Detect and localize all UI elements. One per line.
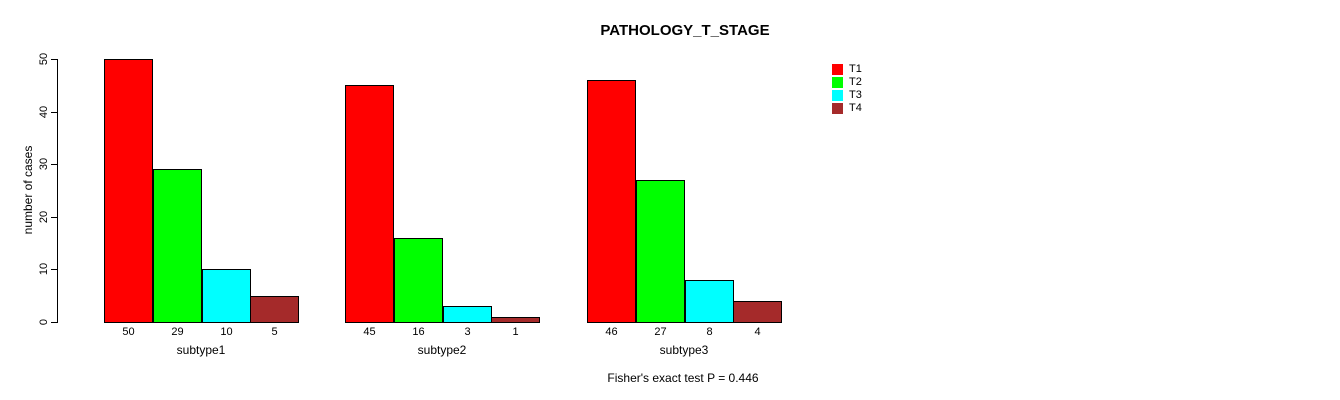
y-axis-line — [57, 59, 58, 323]
bar-value-subtype1-T2: 29 — [171, 326, 184, 338]
bar-value-subtype3-T2: 27 — [654, 326, 667, 338]
bar-value-subtype1-T1: 50 — [122, 326, 135, 338]
legend-row-T3: T3 — [832, 90, 862, 101]
bar-subtype2-T1 — [345, 85, 394, 323]
group-label-subtype3: subtype3 — [659, 343, 709, 357]
y-tick-label-30: 30 — [38, 157, 50, 171]
y-tick-0 — [51, 322, 57, 323]
legend-label-T4: T4 — [849, 102, 862, 114]
y-tick-50 — [51, 59, 57, 60]
bar-subtype3-T4 — [733, 301, 782, 323]
chart-title: PATHOLOGY_T_STAGE — [600, 22, 770, 39]
legend-swatch-T2 — [832, 77, 843, 88]
bar-subtype1-T3 — [202, 269, 251, 323]
bar-value-subtype2-T1: 45 — [363, 326, 376, 338]
bar-subtype2-T3 — [443, 306, 492, 323]
y-tick-label-50: 50 — [38, 52, 50, 66]
bar-value-subtype3-T4: 4 — [754, 326, 761, 338]
bar-subtype3-T3 — [685, 280, 734, 323]
fisher-test-annotation: Fisher's exact test P = 0.446 — [607, 371, 759, 385]
bar-value-subtype1-T4: 5 — [271, 326, 278, 338]
bar-subtype1-T1 — [104, 59, 153, 323]
bar-subtype2-T4 — [491, 317, 540, 323]
legend-swatch-T3 — [832, 90, 843, 101]
bar-value-subtype2-T4: 1 — [512, 326, 519, 338]
y-tick-20 — [51, 217, 57, 218]
legend: T1 T2 T3 T4 — [832, 64, 862, 114]
y-tick-label-0: 0 — [38, 318, 50, 326]
legend-row-T1: T1 — [832, 64, 862, 75]
legend-row-T2: T2 — [832, 77, 862, 88]
legend-row-T4: T4 — [832, 103, 862, 114]
bar-subtype1-T4 — [250, 296, 299, 323]
bar-value-subtype2-T2: 16 — [412, 326, 425, 338]
legend-swatch-T4 — [832, 103, 843, 114]
y-tick-40 — [51, 112, 57, 113]
y-tick-label-40: 40 — [38, 105, 50, 119]
bar-subtype2-T2 — [394, 238, 443, 323]
y-tick-label-10: 10 — [38, 262, 50, 276]
legend-swatch-T1 — [832, 64, 843, 75]
legend-label-T2: T2 — [849, 76, 862, 88]
group-label-subtype2: subtype2 — [417, 343, 467, 357]
legend-label-T3: T3 — [849, 89, 862, 101]
y-tick-10 — [51, 269, 57, 270]
y-tick-label-20: 20 — [38, 210, 50, 224]
bar-subtype1-T2 — [153, 169, 202, 323]
bar-subtype3-T2 — [636, 180, 685, 323]
bar-value-subtype3-T3: 8 — [706, 326, 713, 338]
y-tick-30 — [51, 164, 57, 165]
bar-value-subtype2-T3: 3 — [464, 326, 471, 338]
bar-subtype3-T1 — [587, 80, 636, 323]
legend-label-T1: T1 — [849, 63, 862, 75]
bar-value-subtype1-T3: 10 — [220, 326, 233, 338]
group-label-subtype1: subtype1 — [176, 343, 226, 357]
bar-value-subtype3-T1: 46 — [605, 326, 618, 338]
